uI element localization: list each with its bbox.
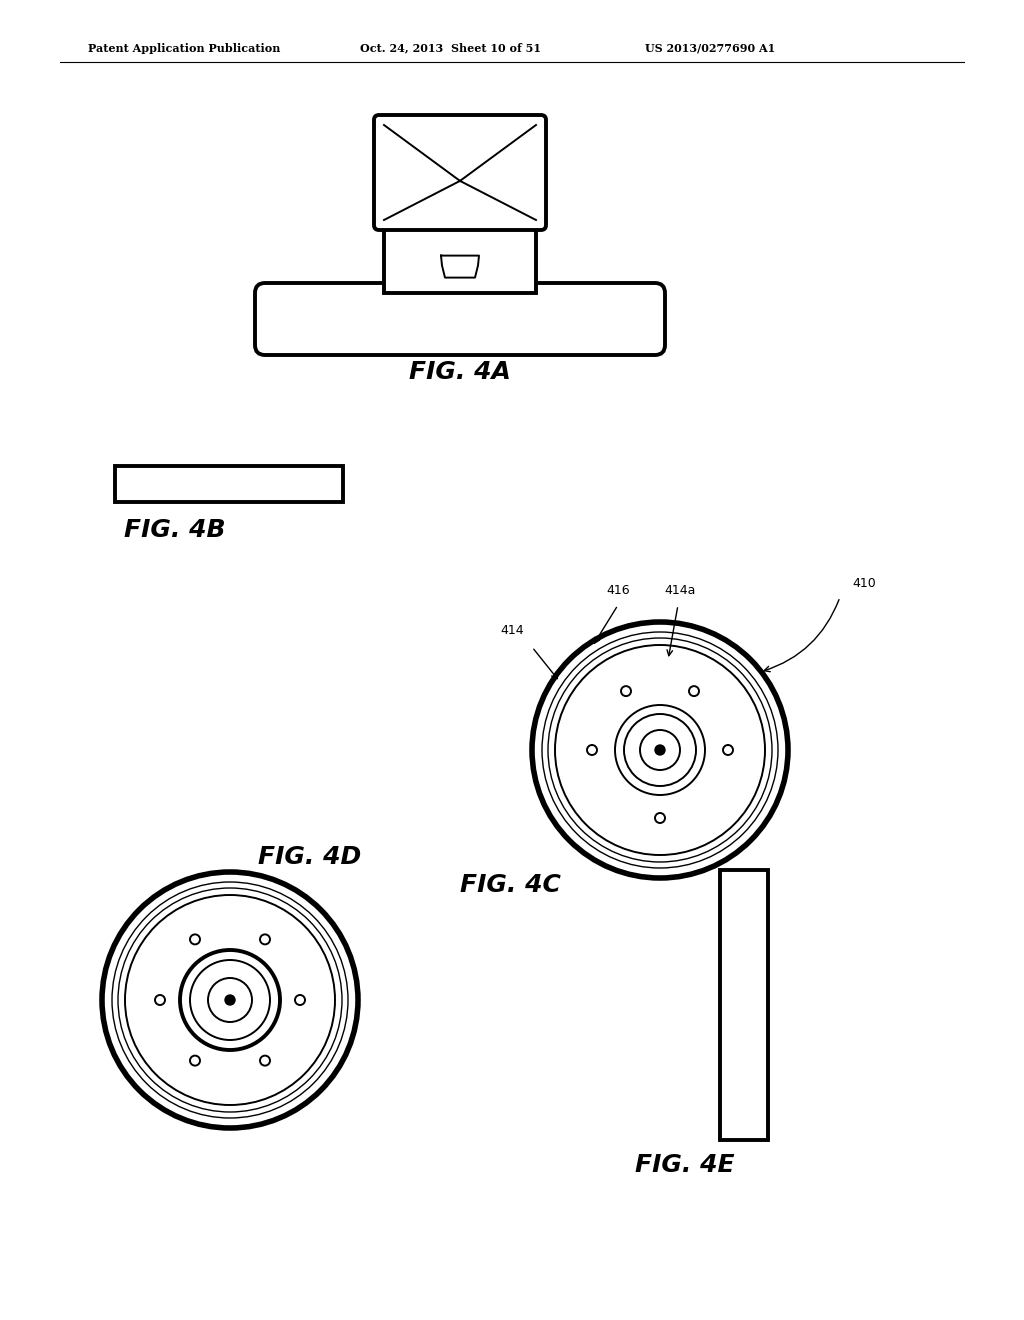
Text: FIG. 4D: FIG. 4D [258, 845, 361, 869]
Circle shape [655, 744, 665, 755]
Text: Oct. 24, 2013  Sheet 10 of 51: Oct. 24, 2013 Sheet 10 of 51 [360, 42, 541, 54]
Text: FIG. 4E: FIG. 4E [635, 1152, 735, 1177]
Circle shape [225, 995, 234, 1005]
Text: 414: 414 [500, 624, 524, 638]
Text: Patent Application Publication: Patent Application Publication [88, 42, 281, 54]
Text: FIG. 4B: FIG. 4B [124, 517, 225, 543]
FancyBboxPatch shape [374, 115, 546, 230]
Text: US 2013/0277690 A1: US 2013/0277690 A1 [645, 42, 775, 54]
Bar [384, 224, 536, 293]
Text: 416: 416 [606, 583, 630, 597]
Text: 410: 410 [852, 577, 876, 590]
FancyBboxPatch shape [255, 282, 665, 355]
Text: FIG. 4C: FIG. 4C [460, 873, 560, 898]
Text: 414a: 414a [665, 583, 695, 597]
Bar [115, 466, 343, 502]
Bar [720, 870, 768, 1140]
Text: FIG. 4A: FIG. 4A [409, 360, 511, 384]
